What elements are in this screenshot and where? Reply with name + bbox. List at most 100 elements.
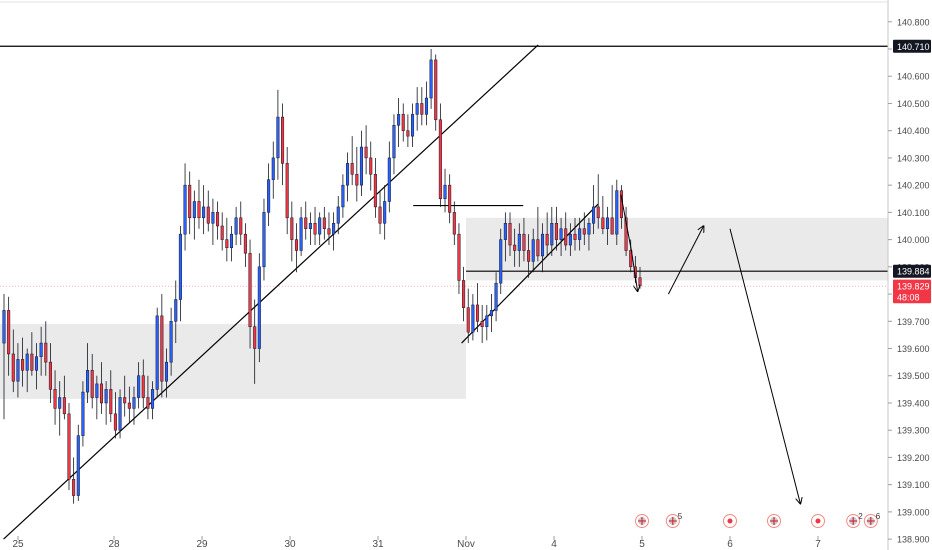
price-tick-label: 140.000 xyxy=(897,235,930,245)
candle-body xyxy=(299,217,303,251)
candle-body xyxy=(99,383,104,404)
candle-body xyxy=(387,157,391,202)
candle-body xyxy=(202,206,206,219)
candle-body xyxy=(424,97,428,115)
price-badge-label: 140.710 xyxy=(897,42,930,52)
candle-body xyxy=(615,190,619,235)
economic-event-dot-icon xyxy=(811,514,825,528)
candle-body xyxy=(169,321,173,363)
candle-body xyxy=(16,359,20,382)
candle-body xyxy=(281,116,285,164)
candle-body xyxy=(434,59,438,121)
price-zone xyxy=(466,217,888,281)
date-tick-label: 7 xyxy=(815,539,821,550)
candle-body xyxy=(457,233,461,281)
price-tick-label: 139.000 xyxy=(897,507,930,517)
projection-arrow xyxy=(620,194,638,292)
candle-body xyxy=(438,119,442,200)
candle-body xyxy=(373,174,377,208)
candle-body xyxy=(253,326,257,349)
candle-body xyxy=(294,239,298,251)
candle-body xyxy=(559,228,563,240)
candle-body xyxy=(410,114,415,137)
candle-body xyxy=(109,389,113,415)
candle-body xyxy=(582,228,586,235)
trendline xyxy=(3,44,539,540)
price-badge: 48:08 xyxy=(893,290,931,304)
candle-body xyxy=(359,146,363,186)
price-badge-bg xyxy=(893,290,931,304)
candle-body xyxy=(304,217,308,229)
candle-body xyxy=(127,402,131,409)
candle-body xyxy=(443,184,447,200)
candle-body xyxy=(568,233,572,246)
projection-arrow xyxy=(667,226,703,295)
candle-body xyxy=(313,223,317,235)
candle-body xyxy=(480,321,484,327)
price-zone xyxy=(0,324,466,399)
candle-body xyxy=(44,342,48,363)
candle-body xyxy=(522,233,526,251)
candle-body xyxy=(308,223,312,229)
candle-body xyxy=(638,277,642,287)
date-tick-label: 30 xyxy=(284,539,296,550)
candle-body xyxy=(592,206,596,224)
candle-body xyxy=(503,223,507,240)
price-tick-label: 138.900 xyxy=(897,535,930,545)
candle-body xyxy=(513,244,517,251)
candle-body xyxy=(118,397,122,431)
price-tick-label: 140.200 xyxy=(897,181,930,191)
event-markers-layer: 5 2 6 xyxy=(635,512,881,528)
zones-layer xyxy=(0,217,888,399)
candle-body xyxy=(141,375,145,398)
candle-body xyxy=(346,163,350,186)
date-tick-label: 5 xyxy=(639,539,645,550)
price-badge-label: 48:08 xyxy=(897,292,920,302)
price-tick-label: 139.400 xyxy=(897,398,930,408)
candle-body xyxy=(146,397,150,409)
candle-body xyxy=(624,217,628,251)
price-tick-label: 139.200 xyxy=(897,453,930,463)
candle-body xyxy=(48,361,52,390)
candle-body xyxy=(318,217,322,235)
price-tick-label: 139.700 xyxy=(897,317,930,327)
candle-body xyxy=(341,184,345,208)
price-tick-label: 140.100 xyxy=(897,208,930,218)
candle-body xyxy=(471,304,475,333)
candle-body xyxy=(174,299,178,322)
candle-body xyxy=(86,370,90,393)
candle-body xyxy=(267,179,271,213)
price-tick-label: 139.300 xyxy=(897,426,930,436)
candle-body xyxy=(336,206,340,224)
candle-body xyxy=(550,223,554,246)
candle-body xyxy=(95,383,99,398)
candle-body xyxy=(53,389,57,409)
candle-body xyxy=(499,239,503,284)
economic-event-flag-icon: 2 xyxy=(846,512,863,528)
candle-body xyxy=(587,223,591,235)
candle-body xyxy=(406,130,410,137)
candle-body xyxy=(197,201,201,219)
candle-body xyxy=(137,375,141,398)
economic-event-flag-icon xyxy=(635,514,649,528)
date-tick-label: 29 xyxy=(196,539,208,550)
price-tick-label: 139.100 xyxy=(897,480,930,490)
projection-arrows-layer xyxy=(620,194,801,504)
candle-body xyxy=(76,435,80,496)
candle-body xyxy=(229,233,234,249)
candle-body xyxy=(420,103,424,115)
event-count-label: 6 xyxy=(876,512,881,521)
projection-arrow xyxy=(729,228,800,504)
candle-body xyxy=(2,310,6,344)
candle-body xyxy=(540,233,545,257)
price-tick-label: 140.800 xyxy=(897,17,930,27)
candle-body xyxy=(257,266,261,349)
date-tick-label: 25 xyxy=(12,539,24,550)
price-tick-label: 140.400 xyxy=(897,126,930,136)
candle-body xyxy=(364,146,368,159)
price-badge: 139.829 xyxy=(893,279,931,293)
candle-body xyxy=(466,307,470,333)
